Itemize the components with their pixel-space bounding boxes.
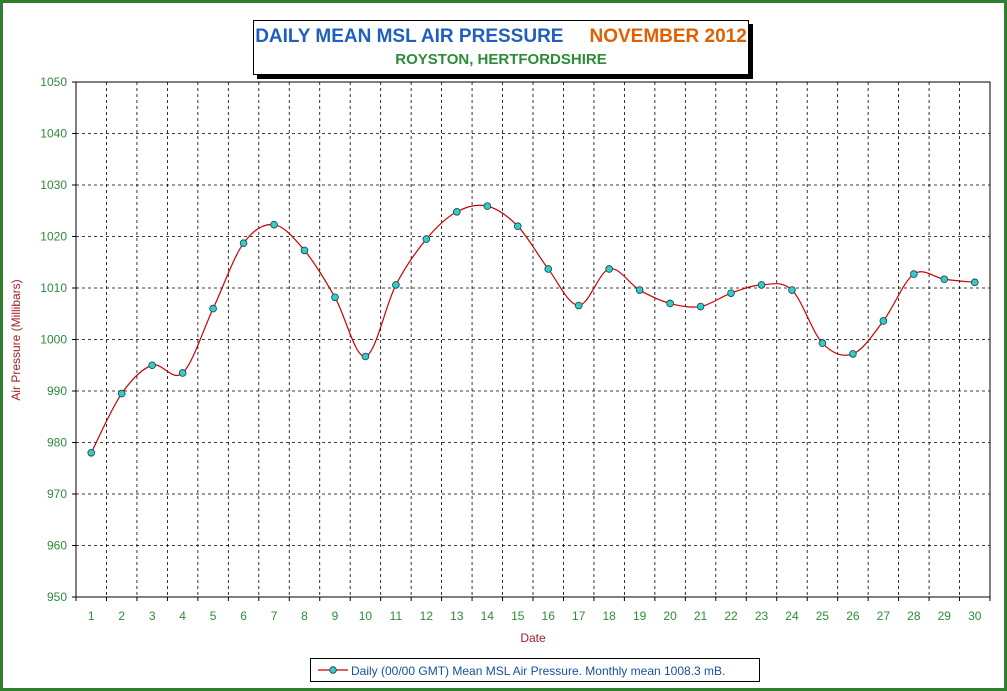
y-axis-title: Air Pressure (Millibars)	[9, 279, 23, 400]
chart-title-box: DAILY MEAN MSL AIR PRESSURE NOVEMBER 2012…	[253, 20, 749, 75]
series-markers	[87, 202, 979, 457]
x-tick-label: 19	[633, 609, 647, 623]
data-point	[849, 350, 857, 358]
data-point	[879, 317, 888, 325]
x-tick-label: 20	[663, 609, 677, 623]
data-point	[117, 389, 126, 398]
data-point	[331, 293, 339, 302]
x-tick-label: 8	[301, 609, 308, 623]
data-point	[239, 239, 248, 247]
x-tick-label: 23	[755, 609, 769, 623]
data-point	[361, 352, 370, 361]
x-tick-label: 15	[511, 609, 525, 623]
y-tick-label: 970	[47, 487, 67, 501]
x-tick-label: 6	[240, 609, 247, 623]
data-point	[483, 202, 492, 210]
x-tick-label: 30	[968, 609, 982, 623]
y-tick-label: 1050	[40, 75, 67, 89]
x-tick-label: 26	[846, 609, 860, 623]
x-tick-label: 13	[450, 609, 464, 623]
y-tick-label: 990	[47, 384, 67, 398]
data-point	[605, 265, 613, 273]
data-point	[513, 222, 522, 231]
x-tick-label: 11	[390, 609, 403, 623]
chart-subtitle: ROYSTON, HERTFORDSHIRE	[395, 51, 607, 68]
data-point	[940, 275, 949, 284]
data-point	[87, 448, 96, 457]
data-point	[300, 246, 309, 255]
legend: Daily (00/00 GMT) Mean MSL Air Pressure.…	[310, 658, 760, 682]
legend-label: Daily (00/00 GMT) Mean MSL Air Pressure.…	[351, 664, 726, 678]
y-tick-label: 960	[47, 539, 67, 553]
data-point	[666, 299, 674, 308]
x-tick-label: 7	[271, 609, 278, 623]
x-tick-label: 2	[118, 609, 125, 623]
chart-period: NOVEMBER 2012	[589, 26, 747, 47]
data-point	[392, 281, 400, 289]
x-tick-label: 21	[694, 609, 708, 623]
data-point	[209, 304, 217, 313]
x-axis-title: Date	[520, 631, 546, 645]
y-tick-label: 980	[47, 436, 67, 450]
y-tick-label: 1030	[40, 178, 67, 192]
chart-title: DAILY MEAN MSL AIR PRESSURE	[255, 26, 564, 47]
x-tick-label: 14	[481, 609, 495, 623]
x-tick-label: 4	[179, 609, 186, 623]
x-tick-label: 1	[88, 609, 95, 623]
data-point	[453, 207, 461, 216]
x-tick-label: 22	[724, 609, 738, 623]
data-point	[788, 286, 796, 294]
data-point	[696, 302, 705, 311]
x-tick-label: 9	[332, 609, 339, 623]
x-tick-label: 28	[907, 609, 921, 623]
data-point	[270, 220, 278, 229]
x-tick-label: 16	[542, 609, 556, 623]
data-point	[970, 278, 979, 287]
data-point	[574, 301, 583, 310]
data-point	[757, 281, 766, 289]
data-point	[818, 339, 827, 347]
data-point	[178, 369, 187, 377]
y-tick-label: 1010	[40, 281, 67, 295]
data-point	[544, 265, 553, 273]
x-tick-label: 25	[816, 609, 830, 623]
x-tick-label: 10	[359, 609, 373, 623]
x-tick-label: 27	[877, 609, 891, 623]
x-tick-label: 29	[938, 609, 952, 623]
y-tick-label: 1040	[40, 127, 67, 141]
x-tick-label: 24	[785, 609, 799, 623]
data-point	[910, 270, 918, 278]
y-tick-labels: 950 960 970 980 990 1000 1010 1020 1030 1040 1050	[40, 75, 76, 604]
x-tick-label: 18	[602, 609, 616, 623]
grid	[76, 82, 990, 597]
x-tick-label: 5	[210, 609, 217, 623]
data-point	[727, 289, 735, 297]
data-point	[422, 235, 431, 243]
y-tick-label: 1020	[40, 230, 67, 244]
data-point	[148, 361, 156, 370]
x-tick-labels: 1 2 3 4 5 6 7 8 9 10 11 12 13 14 15 16 17 18 19 20 21 22 23 24 2…	[75, 597, 991, 623]
legend-marker-icon	[318, 666, 348, 674]
x-tick-label: 3	[149, 609, 156, 623]
y-tick-label: 1000	[40, 333, 67, 347]
data-point	[635, 286, 644, 294]
x-tick-label: 17	[572, 609, 586, 623]
y-tick-label: 950	[47, 590, 67, 604]
x-tick-label: 12	[420, 609, 434, 623]
